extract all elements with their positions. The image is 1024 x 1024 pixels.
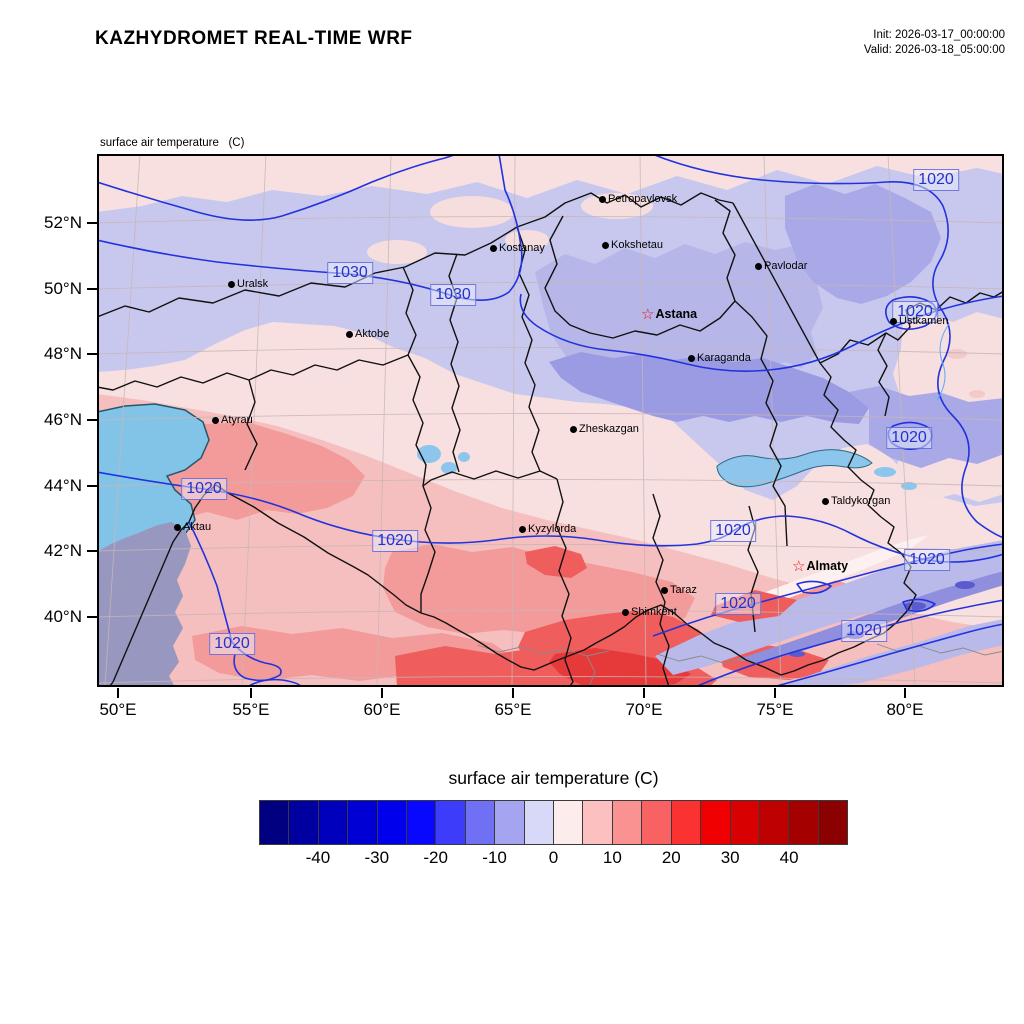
country-borders-gray bbox=[476, 643, 1004, 687]
colorbar-cell bbox=[730, 801, 760, 844]
lat-tick-mark bbox=[87, 616, 97, 618]
map-area: 1030 1030 1020 1020 1020 1020 1020 1020 1020 1020… bbox=[97, 154, 1004, 687]
map-frame bbox=[97, 154, 1004, 687]
colorbar-cell bbox=[348, 801, 378, 844]
pressure-contours bbox=[97, 154, 1004, 687]
colorbar-cell bbox=[289, 801, 319, 844]
colorbar-cell bbox=[524, 801, 555, 844]
water-bodies bbox=[97, 403, 917, 687]
lon-tick-label: 50°E bbox=[99, 700, 137, 719]
colorbar-tick-label: 30 bbox=[720, 848, 740, 867]
lon-tick-label: 75°E bbox=[756, 700, 794, 719]
colorbar-tick-label: 20 bbox=[661, 848, 681, 867]
lake-balkhash bbox=[716, 449, 873, 488]
lat-tick-mark bbox=[87, 353, 97, 355]
lon-tick-mark bbox=[643, 688, 645, 698]
colorbar-tick-label: -40 bbox=[305, 848, 331, 867]
lon-tick-label: 65°E bbox=[494, 700, 532, 719]
colorbar-cell bbox=[318, 801, 349, 844]
colorbar-cell bbox=[377, 801, 408, 844]
lat-tick-mark bbox=[87, 288, 97, 290]
lon-tick-mark bbox=[381, 688, 383, 698]
colorbar-tick-label: -30 bbox=[364, 848, 390, 867]
aral-sea-east bbox=[458, 452, 470, 462]
colorbar-title: surface air temperature (C) bbox=[448, 768, 659, 788]
colorbar-cell bbox=[583, 801, 613, 844]
colorbar-tick-label: 0 bbox=[548, 848, 559, 867]
colorbar-tick-label: 10 bbox=[602, 848, 622, 867]
lon-tick-label: 70°E bbox=[625, 700, 663, 719]
river-irtysh bbox=[936, 323, 950, 401]
south-caspian-cold bbox=[97, 522, 191, 687]
colorbar-cell bbox=[436, 801, 466, 844]
colorbar-cell bbox=[612, 801, 643, 844]
lon-tick-mark bbox=[512, 688, 514, 698]
colorbar-cell bbox=[818, 801, 848, 844]
lat-tick-label: 44°N bbox=[44, 476, 82, 495]
valid-time: Valid: 2026-03-18_05:00:00 bbox=[863, 44, 1005, 56]
graticule bbox=[97, 154, 1004, 687]
lon-tick-label: 60°E bbox=[363, 700, 401, 719]
colorbar-cell bbox=[701, 801, 731, 844]
aral-sea-south bbox=[441, 462, 457, 474]
lat-tick-label: 50°N bbox=[44, 279, 82, 298]
colorbar-tick-label: -20 bbox=[423, 848, 448, 867]
colorbar-tick-label: -10 bbox=[482, 848, 507, 867]
colorbar bbox=[259, 800, 848, 845]
map-canvas bbox=[97, 154, 1004, 687]
model-run-info: Init: 2026-03-17_00:00:00 Valid: 2026-03… bbox=[864, 28, 1005, 58]
colorbar-cell bbox=[671, 801, 702, 844]
field-legend-line1: surface air temperature (C) bbox=[100, 137, 245, 149]
lon-tick-mark bbox=[117, 688, 119, 698]
colorbar-cell bbox=[789, 801, 819, 844]
lon-tick-label: 55°E bbox=[232, 700, 270, 719]
colorbar-cell bbox=[642, 801, 672, 844]
lat-tick-label: 42°N bbox=[44, 541, 82, 560]
lon-tick-label: 80°E bbox=[886, 700, 924, 719]
colorbar-tick-label: 40 bbox=[779, 848, 799, 867]
lon-tick-mark bbox=[904, 688, 906, 698]
lake-alakol bbox=[874, 467, 896, 477]
colorbar-cell bbox=[759, 801, 790, 844]
colorbar-cell bbox=[407, 801, 437, 844]
lon-tick-mark bbox=[250, 688, 252, 698]
lat-tick-label: 40°N bbox=[44, 607, 82, 626]
page-title: KAZHYDROMET REAL-TIME WRF bbox=[95, 28, 413, 49]
colorbar-cell bbox=[260, 801, 290, 844]
lat-tick-label: 46°N bbox=[44, 410, 82, 429]
lon-tick-mark bbox=[774, 688, 776, 698]
lat-tick-mark bbox=[87, 550, 97, 552]
lat-tick-mark bbox=[87, 222, 97, 224]
colorbar-cell bbox=[465, 801, 496, 844]
lat-tick-label: 48°N bbox=[44, 344, 82, 363]
temperature-field bbox=[97, 154, 1004, 687]
init-time: Init: 2026-03-17_00:00:00 bbox=[873, 29, 1005, 41]
colorbar-cell bbox=[554, 801, 584, 844]
colorbar-cell bbox=[495, 801, 525, 844]
lat-tick-mark bbox=[87, 419, 97, 421]
lat-tick-label: 52°N bbox=[44, 213, 82, 232]
lat-tick-mark bbox=[87, 485, 97, 487]
